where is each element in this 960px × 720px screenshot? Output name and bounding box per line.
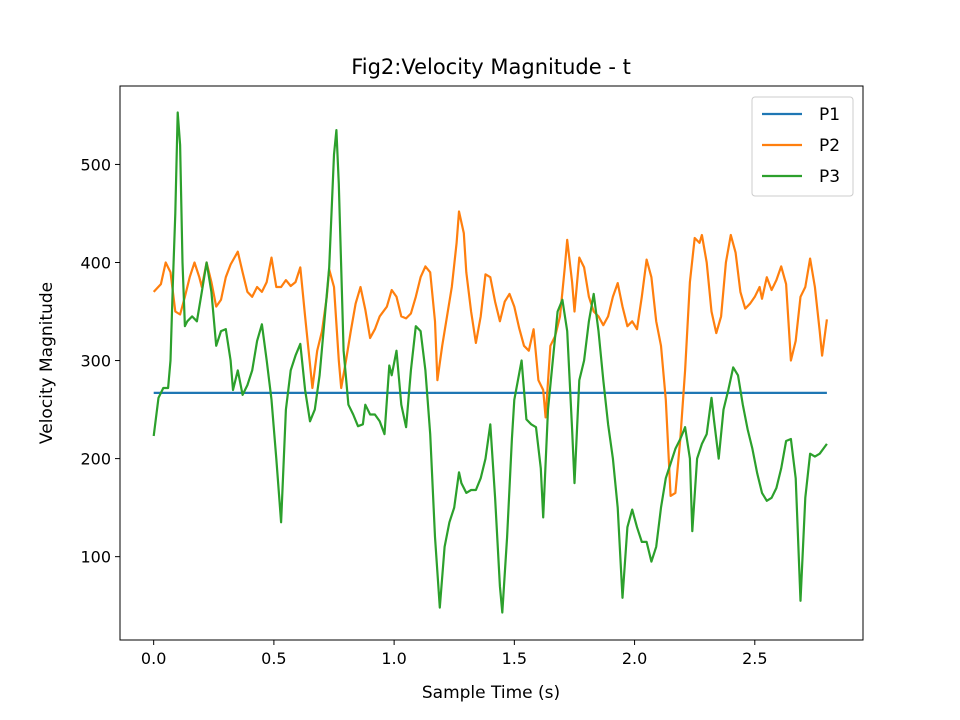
series-line-p2 bbox=[152, 210, 828, 497]
x-axis-title: Sample Time (s) bbox=[422, 683, 560, 703]
legend-box bbox=[751, 96, 854, 197]
legend-label-p2: P2 bbox=[819, 136, 840, 156]
y-tick-label: 400 bbox=[80, 253, 111, 272]
y-axis-ticks: 100 200 300 400 500 bbox=[80, 155, 120, 567]
y-tick-label: 300 bbox=[80, 352, 111, 371]
legend-label-p3: P3 bbox=[819, 167, 840, 187]
legend-label-p1: P1 bbox=[819, 105, 840, 125]
legend: P1 P2 P3 bbox=[751, 96, 854, 197]
y-tick-label: 500 bbox=[80, 155, 111, 174]
x-tick-label: 2.5 bbox=[742, 649, 767, 668]
y-tick-label: 200 bbox=[80, 450, 111, 469]
series-layer bbox=[152, 111, 828, 614]
y-axis-title: Velocity Magnitude bbox=[37, 282, 57, 444]
series-line-p3 bbox=[152, 111, 828, 614]
plot-area-frame bbox=[119, 85, 864, 641]
x-tick-label: 2.0 bbox=[622, 649, 647, 668]
x-axis-ticks: 0.0 0.5 1.0 1.5 2.0 2.5 bbox=[141, 640, 768, 668]
x-tick-label: 0.5 bbox=[261, 649, 286, 668]
chart-title: Fig2:Velocity Magnitude - t bbox=[351, 55, 631, 79]
x-tick-label: 1.0 bbox=[381, 649, 406, 668]
x-tick-label: 1.5 bbox=[502, 649, 527, 668]
x-tick-label: 0.0 bbox=[141, 649, 166, 668]
y-tick-label: 100 bbox=[80, 548, 111, 567]
